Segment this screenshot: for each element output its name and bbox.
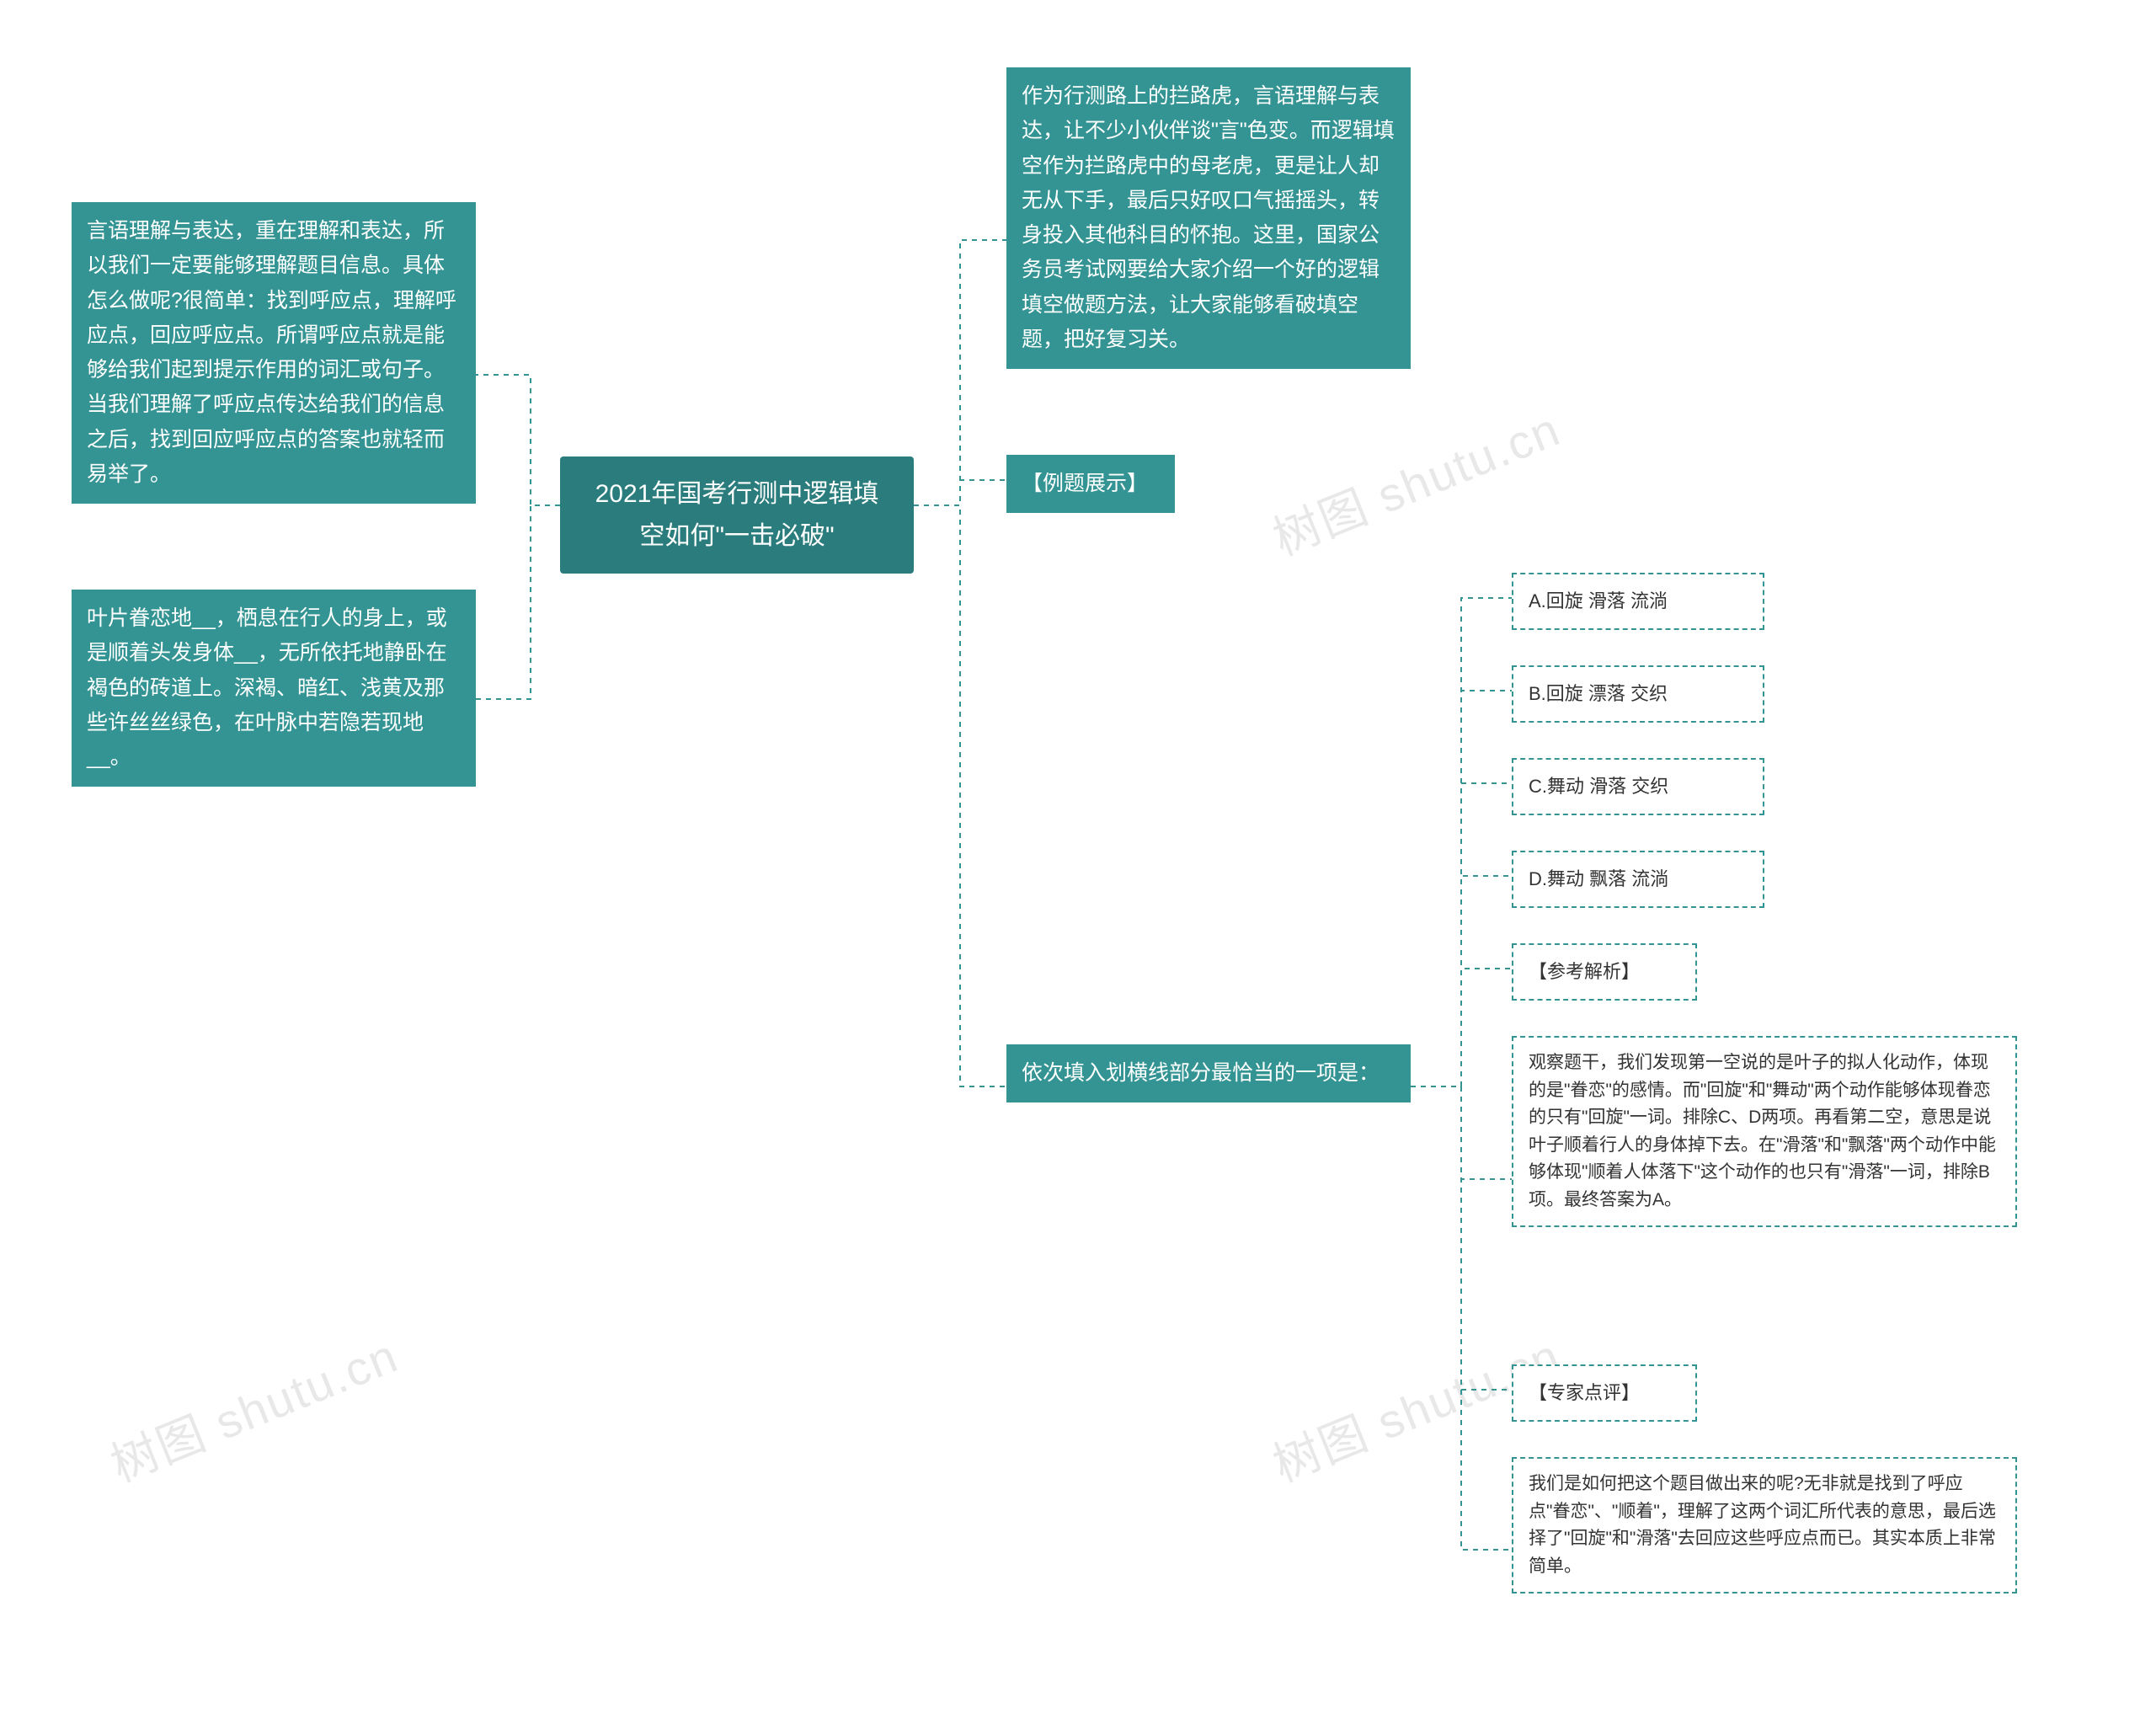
expert-label: 【专家点评】 [1512,1364,1697,1422]
watermark: 树图 shutu.cn [1262,392,1569,569]
option-d: D.舞动 飘落 流淌 [1512,851,1764,908]
right-intro-node: 作为行测路上的拦路虎，言语理解与表达，让不少小伙伴谈"言"色变。而逻辑填空作为拦… [1006,67,1411,369]
option-a: A.回旋 滑落 流淌 [1512,573,1764,630]
option-c: C.舞动 滑落 交织 [1512,758,1764,815]
root-line1: 2021年国考行测中逻辑填 [580,473,894,515]
answer-header-node: 依次填入划横线部分最恰当的一项是： [1006,1044,1411,1102]
left-passage-node: 叶片眷恋地__，栖息在行人的身上，或是顺着头发身体__，无所依托地静卧在褐色的砖… [72,590,476,787]
option-b: B.回旋 漂落 交织 [1512,665,1764,723]
root-line2: 空如何"一击必破" [580,515,894,558]
analysis-node: 观察题干，我们发现第一空说的是叶子的拟人化动作，体现的是"眷恋"的感情。而"回旋… [1512,1036,2017,1227]
example-label-node: 【例题展示】 [1006,455,1175,513]
ref-analysis-label: 【参考解析】 [1512,943,1697,1001]
root-node: 2021年国考行测中逻辑填 空如何"一击必破" [560,456,914,574]
left-explain-node: 言语理解与表达，重在理解和表达，所以我们一定要能够理解题目信息。具体怎么做呢?很… [72,202,476,504]
watermark: 树图 shutu.cn [99,1318,407,1495]
expert-node: 我们是如何把这个题目做出来的呢?无非就是找到了呼应点"眷恋"、"顺着"，理解了这… [1512,1457,2017,1594]
